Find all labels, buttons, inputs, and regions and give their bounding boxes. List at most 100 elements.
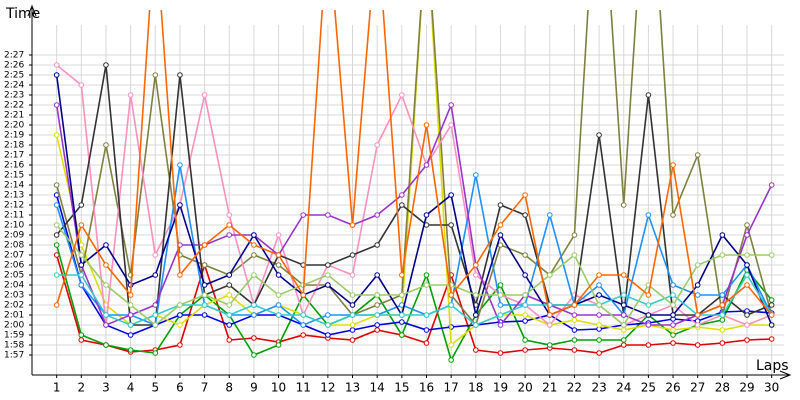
point [497,282,504,288]
point [596,292,602,298]
x-axis-arrow [779,370,792,380]
point [127,302,134,308]
point [645,92,652,98]
point [522,292,528,298]
y-tick-label: 2:24 [4,81,24,91]
point [325,322,331,328]
point [152,272,159,278]
x-tick-label: 19 [493,381,508,395]
x-tick-label: 15 [394,381,409,395]
x-tick-label: 9 [250,381,258,395]
point [546,272,553,278]
point [177,72,183,78]
point [670,162,676,168]
series-line [55,164,773,327]
x-tick-label: 14 [370,381,385,395]
point [546,342,553,348]
point [473,312,479,318]
point [127,332,134,338]
point [596,132,602,138]
y-tick-label: 2:05 [4,271,24,281]
point [473,292,479,298]
point [423,312,430,318]
x-tick-label: 3 [102,381,110,395]
point [522,252,528,258]
point [78,222,85,228]
y-tick-label: 1:57 [4,351,24,361]
point [374,242,380,248]
point [349,322,356,328]
point [497,350,504,356]
point [620,327,627,333]
series-line [55,194,772,336]
point [78,202,85,208]
point [78,272,85,278]
point [670,302,676,308]
point [275,302,282,308]
y-tick-label: 2:16 [4,161,24,171]
point [596,302,602,308]
point [53,102,60,108]
point [177,342,183,348]
point [423,162,430,168]
point [768,336,775,342]
point [448,192,454,198]
point [127,292,134,298]
point [719,232,726,238]
x-tick-label: 16 [419,381,434,395]
point [177,162,183,168]
point [226,337,233,343]
point [497,202,504,208]
point [152,350,159,356]
point [744,337,750,343]
series-line [55,244,773,363]
y-tick-label: 2:04 [4,281,24,291]
point [399,272,405,278]
point [719,327,726,333]
point [497,302,504,308]
point [325,312,331,318]
y-tick-label: 1:59 [4,331,24,341]
point [127,347,134,353]
point [201,242,208,248]
point [448,122,454,128]
point [768,322,775,328]
point [423,340,430,346]
point [744,222,750,228]
point [645,302,652,308]
point [399,292,405,298]
x-tick-label: 26 [665,381,680,395]
point [251,272,257,278]
point [349,302,356,308]
point [152,302,159,308]
point [571,327,578,333]
point [522,347,528,353]
point [374,312,380,318]
point [53,272,60,278]
point [645,292,652,298]
point [670,340,676,346]
x-tick-label: 7 [201,381,209,395]
point [53,132,60,138]
point [275,292,282,298]
point [152,322,159,328]
point [571,347,578,353]
point [53,72,60,78]
point [571,232,578,238]
y-axis-label: Time [5,6,40,22]
point [349,337,356,343]
point [596,282,602,288]
point [349,252,356,258]
x-tick-label: 20 [517,381,532,395]
point [53,202,60,208]
point [152,252,159,258]
x-tick-label: 22 [567,381,582,395]
ticks: 1:571:581:592:002:012:022:032:042:052:06… [4,51,779,395]
point [620,322,627,328]
point [596,350,602,356]
point [448,292,454,298]
point [325,212,331,218]
point [719,302,726,308]
series-line [56,64,772,326]
